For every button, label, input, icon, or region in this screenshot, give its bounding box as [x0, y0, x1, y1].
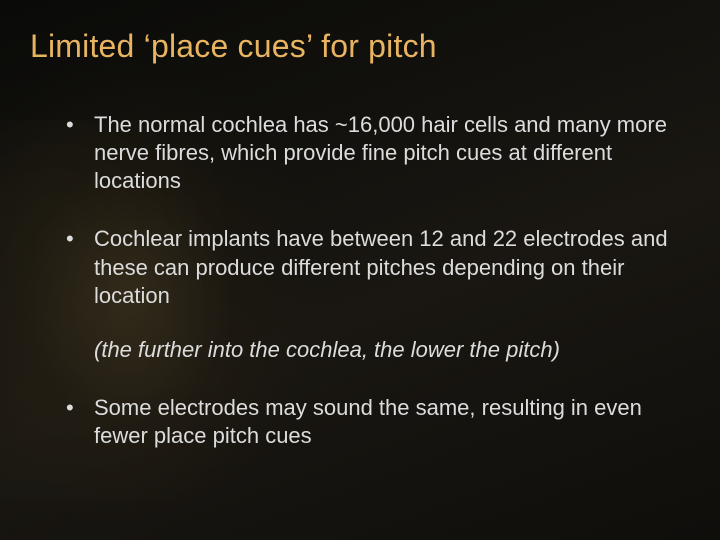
italic-note: (the further into the cochlea, the lower… [94, 336, 690, 364]
slide-container: Limited ‘place cues’ for pitch The norma… [0, 0, 720, 540]
bullet-item: Some electrodes may sound the same, resu… [66, 394, 680, 450]
bullet-item: Cochlear implants have between 12 and 22… [66, 225, 680, 309]
bullet-list: The normal cochlea has ~16,000 hair cell… [30, 111, 690, 310]
bullet-item: The normal cochlea has ~16,000 hair cell… [66, 111, 680, 195]
bullet-list-continued: Some electrodes may sound the same, resu… [30, 394, 690, 450]
slide-title: Limited ‘place cues’ for pitch [30, 28, 690, 65]
